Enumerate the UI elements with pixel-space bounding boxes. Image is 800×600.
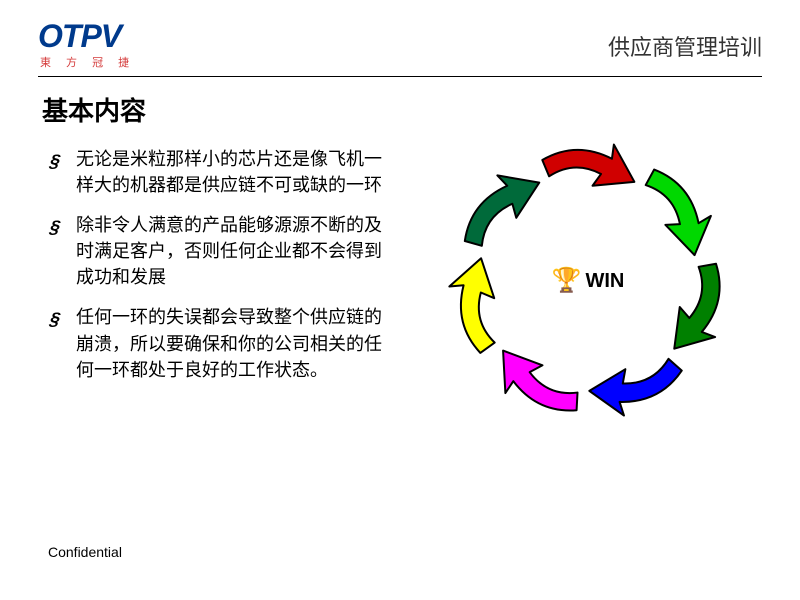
bullet-icon: § xyxy=(48,306,62,332)
trophy-icon: 🏆 xyxy=(552,269,582,293)
bullet-text: 任何一环的失误都会导致整个供应链的崩溃，所以要确保和你的公司相关的任何一环都处于… xyxy=(76,307,382,379)
cycle-center: 🏆 WIN xyxy=(552,269,625,293)
logo-sub-text: 東 方 冠 捷 xyxy=(40,54,135,70)
logo: OTPV 東 方 冠 捷 xyxy=(38,20,135,70)
text-column: 基本内容 § 无论是米粒那样小的芯片还是像飞机一样大的机器都是供应链不可或缺的一… xyxy=(48,91,388,397)
bullet-text: 除非令人满意的产品能够源源不断的及时满足客户，否则任何企业都不会得到成功和发展 xyxy=(76,215,382,287)
center-text: WIN xyxy=(586,270,625,293)
bullet-list: § 无论是米粒那样小的芯片还是像飞机一样大的机器都是供应链不可或缺的一环 § 除… xyxy=(48,146,388,383)
page-title: 供应商管理培训 xyxy=(608,30,762,62)
bullet-text: 无论是米粒那样小的芯片还是像飞机一样大的机器都是供应链不可或缺的一环 xyxy=(76,149,382,195)
list-item: § 无论是米粒那样小的芯片还是像飞机一样大的机器都是供应链不可或缺的一环 xyxy=(48,146,388,198)
cycle-diagram: 🏆 WIN xyxy=(428,121,748,441)
list-item: § 除非令人满意的产品能够源源不断的及时满足客户，否则任何企业都不会得到成功和发… xyxy=(48,212,388,290)
content-title: 基本内容 xyxy=(42,91,388,128)
main-content: 基本内容 § 无论是米粒那样小的芯片还是像飞机一样大的机器都是供应链不可或缺的一… xyxy=(0,77,800,397)
diagram-column: 🏆 WIN xyxy=(388,91,762,397)
footer-text: Confidential xyxy=(48,544,122,560)
logo-main-text: OTPV xyxy=(38,20,121,52)
list-item: § 任何一环的失误都会导致整个供应链的崩溃，所以要确保和你的公司相关的任何一环都… xyxy=(48,304,388,382)
bullet-icon: § xyxy=(48,214,62,240)
bullet-icon: § xyxy=(48,148,62,174)
header: OTPV 東 方 冠 捷 供应商管理培训 xyxy=(0,0,800,70)
